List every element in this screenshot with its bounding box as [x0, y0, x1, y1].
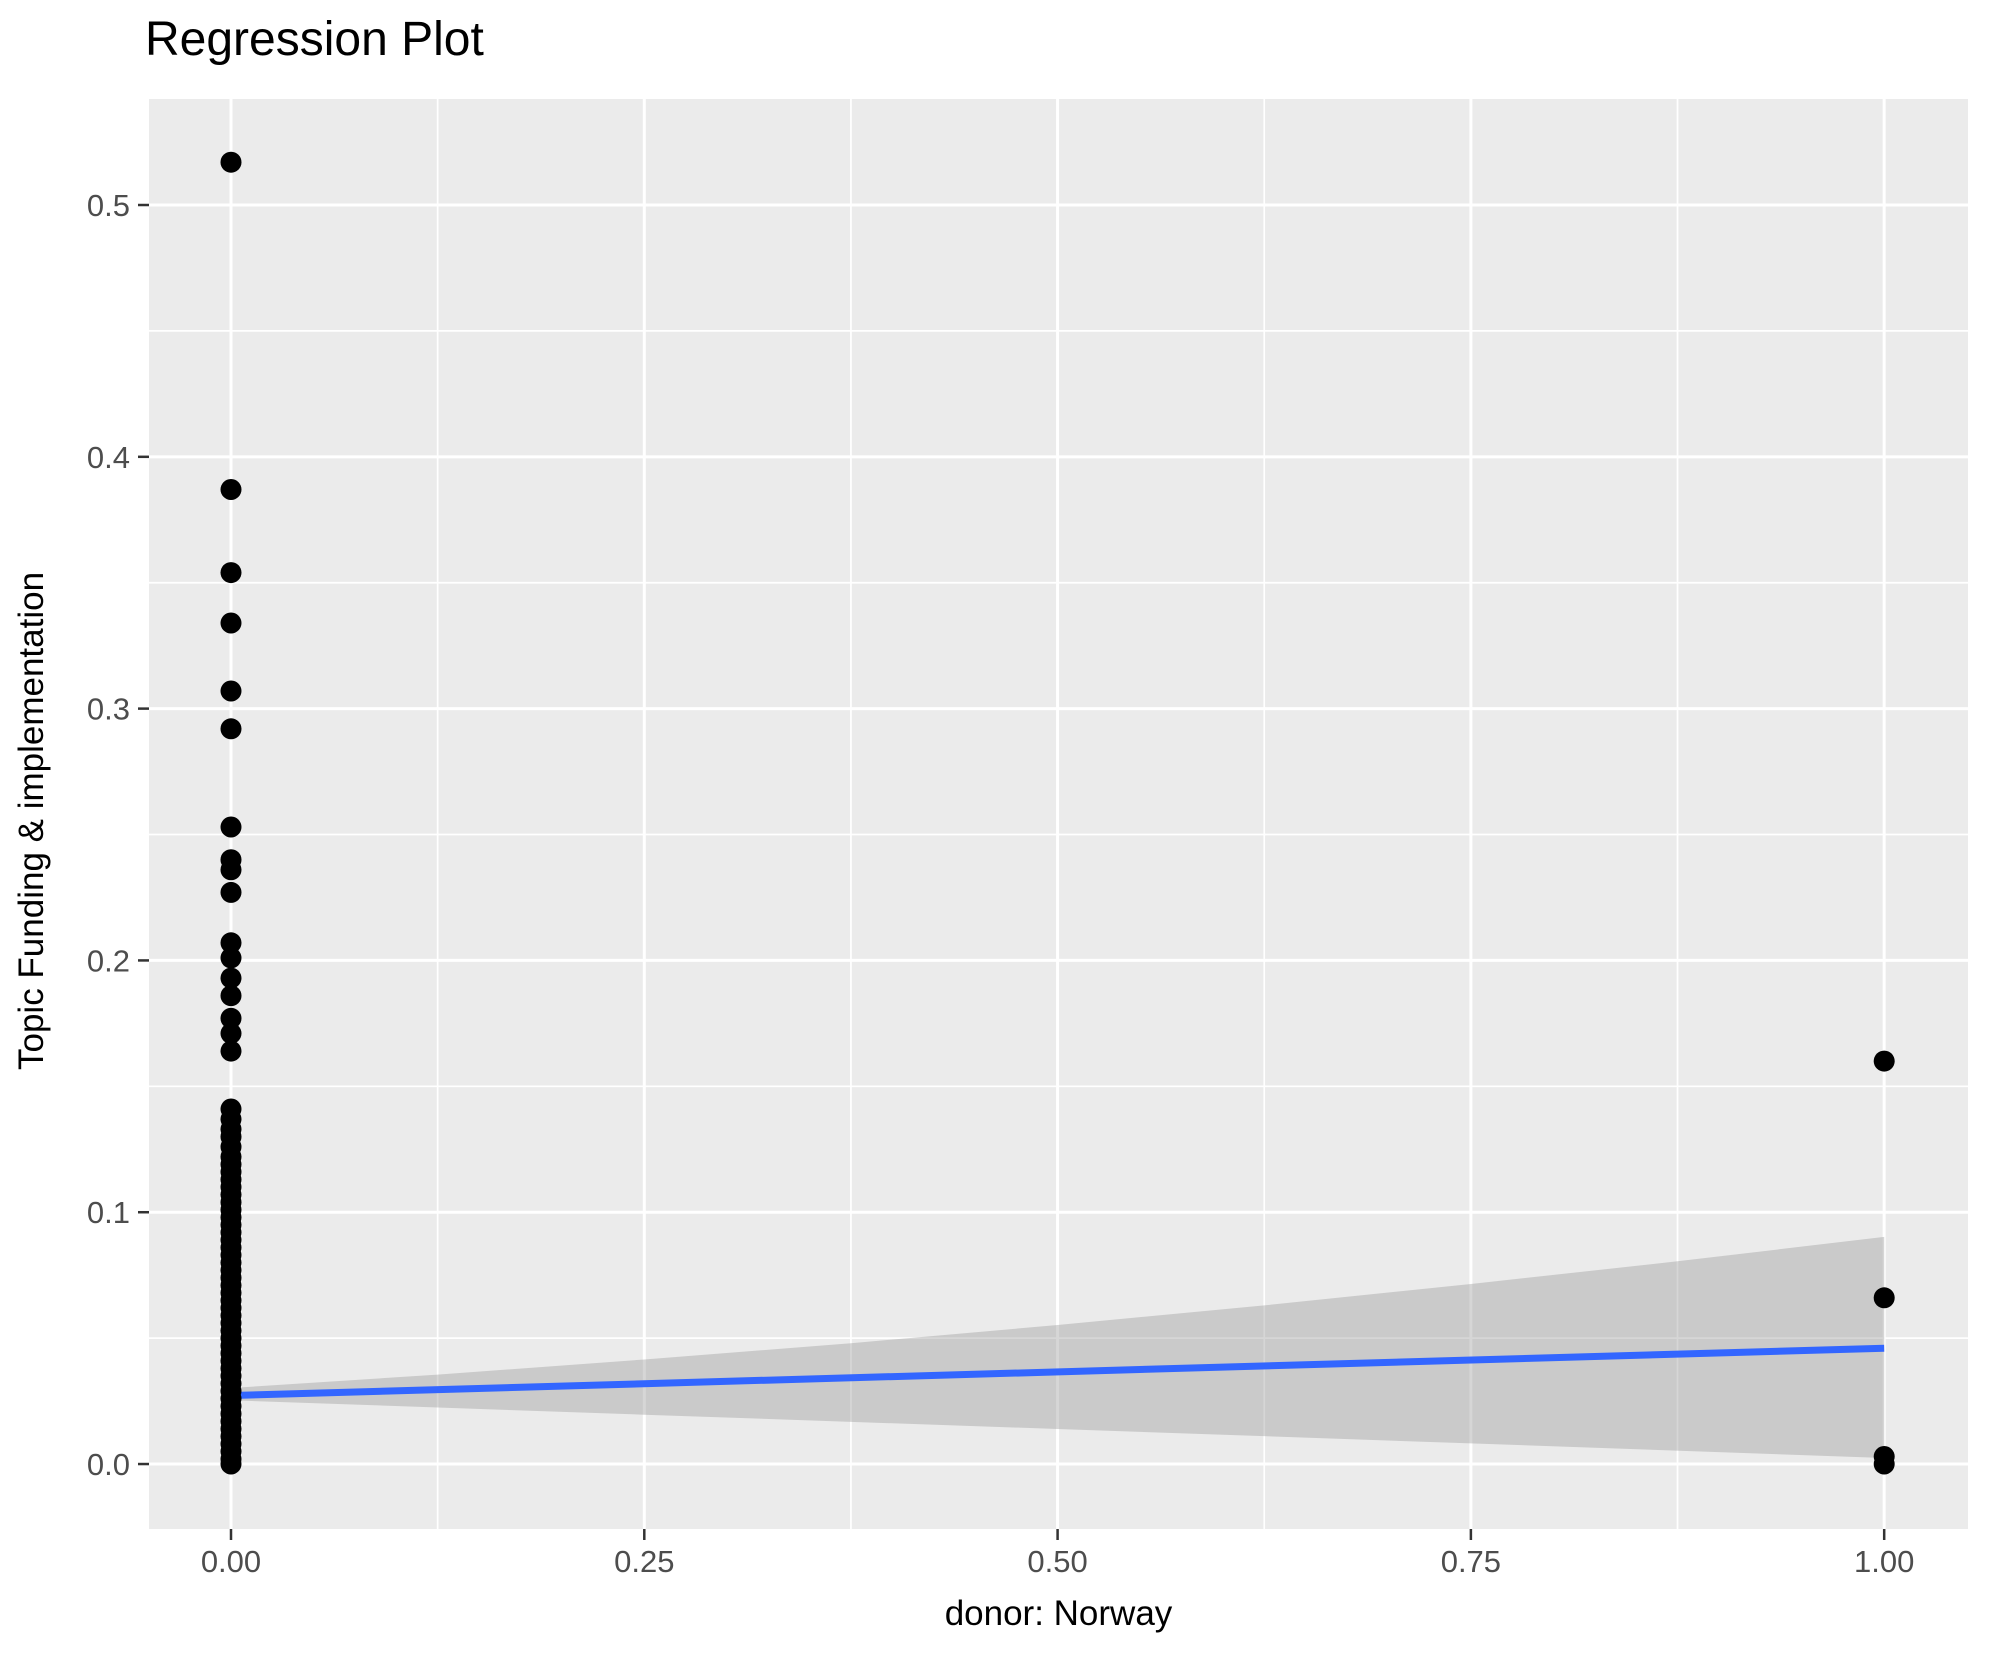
data-point	[1873, 1287, 1895, 1309]
data-point	[220, 612, 242, 634]
data-point	[220, 816, 242, 838]
regression-line	[230, 1344, 1885, 1400]
x-tick-label: 0.75	[1441, 1544, 1501, 1579]
data-point	[220, 718, 242, 740]
x-tick-label: 0.00	[201, 1544, 261, 1579]
chart-title: Regression Plot	[145, 13, 484, 66]
y-tick-label: 0.3	[87, 692, 130, 727]
data-point	[220, 1040, 242, 1062]
x-tick-label: 0.25	[614, 1544, 674, 1579]
confidence-band	[231, 1236, 1885, 1458]
data-point	[220, 680, 242, 702]
data-point	[220, 881, 242, 903]
data-point	[220, 562, 242, 584]
data-point	[1873, 1050, 1895, 1072]
data-point	[220, 947, 242, 969]
data-point	[220, 967, 242, 989]
data-point	[220, 1007, 242, 1029]
y-tick-label: 0.2	[87, 943, 130, 978]
x-tick-label: 1.00	[1854, 1544, 1914, 1579]
y-tick-label: 0.5	[87, 188, 130, 223]
y-tick-label: 0.0	[87, 1447, 130, 1482]
data-point	[220, 985, 242, 1007]
y-tick-label: 0.4	[87, 440, 130, 475]
data-point	[220, 151, 242, 173]
x-axis-title: donor: Norway	[944, 1594, 1173, 1633]
data-point	[220, 1022, 242, 1044]
data-point	[220, 479, 242, 500]
data-point	[220, 1453, 242, 1475]
data-point	[1873, 1453, 1895, 1475]
data-point	[220, 932, 242, 954]
data-point	[220, 859, 242, 881]
y-tick-label: 0.1	[87, 1195, 130, 1230]
x-tick-label: 0.50	[1027, 1544, 1087, 1579]
